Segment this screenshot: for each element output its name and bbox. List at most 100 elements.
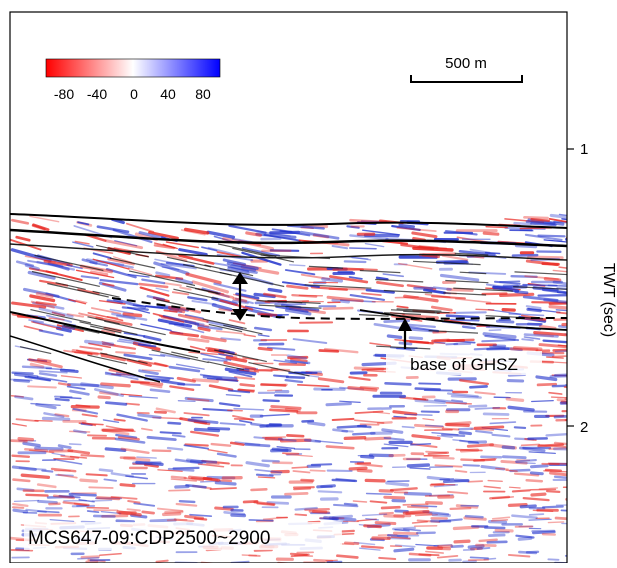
seismic-wiggle <box>400 225 414 227</box>
seismic-wiggle <box>263 461 279 462</box>
seismic-wiggle <box>92 500 111 501</box>
seismic-wiggle <box>426 425 443 426</box>
seismic-wiggle <box>481 457 501 458</box>
seismic-wiggle <box>72 407 98 408</box>
seismic-wiggle <box>525 335 558 337</box>
seismic-wiggle <box>555 416 566 417</box>
seismic-wiggle <box>286 409 299 410</box>
seismic-wiggle <box>36 448 62 449</box>
seismic-wiggle <box>212 444 230 446</box>
seismic-wiggle <box>132 382 150 383</box>
colorbar-tick-label: 40 <box>160 86 176 102</box>
seismic-wiggle <box>39 501 57 502</box>
seismic-wiggle <box>333 419 354 420</box>
seismic-wiggle <box>447 340 473 341</box>
seismic-wiggle <box>456 471 467 472</box>
seismic-wiggle <box>478 548 490 549</box>
seismic-wiggle <box>358 470 371 471</box>
seismic-wiggle <box>456 450 482 451</box>
seismic-wiggle <box>492 520 508 521</box>
seismic-wiggle <box>480 540 497 541</box>
seismic-wiggle <box>446 403 471 404</box>
seismic-wiggle <box>309 423 324 425</box>
seismic-wiggle <box>470 386 486 387</box>
seismic-wiggle <box>519 538 530 539</box>
seismic-wiggle <box>269 290 281 292</box>
seismic-wiggle <box>345 438 364 439</box>
seismic-wiggle <box>544 471 567 472</box>
seismic-wiggle <box>88 511 99 512</box>
seismic-wiggle <box>155 412 165 413</box>
seismic-wiggle <box>257 504 273 506</box>
seismic-wiggle <box>529 257 562 258</box>
seismic-wiggle <box>565 334 598 338</box>
seismic-wiggle <box>403 427 414 428</box>
seismic-wiggle <box>115 420 125 421</box>
seismic-wiggle <box>463 561 475 562</box>
axis-label: TWT (sec) <box>600 263 617 337</box>
seismic-wiggle <box>562 510 583 511</box>
seismic-wiggle <box>194 380 218 382</box>
seismic-wiggle <box>434 458 454 459</box>
seismic-wiggle <box>483 294 507 295</box>
seismic-wiggle <box>405 414 432 415</box>
seismic-wiggle <box>567 239 583 240</box>
colorbar <box>46 59 220 77</box>
seismic-wiggle <box>439 546 452 547</box>
seismic-wiggle <box>81 480 97 481</box>
seismic-wiggle <box>414 399 426 400</box>
seismic-wiggle <box>207 464 219 465</box>
seismic-wiggle <box>12 550 33 551</box>
seismic-wiggle <box>294 488 310 489</box>
seismic-wiggle <box>396 297 419 298</box>
seismic-wiggle <box>216 483 235 484</box>
seismic-wiggle <box>431 484 443 485</box>
seismic-wiggle <box>531 473 542 474</box>
seismic-wiggle <box>548 522 563 523</box>
seismic-wiggle <box>490 522 506 523</box>
seismic-wiggle <box>264 400 279 401</box>
seismic-wiggle <box>211 488 237 489</box>
seismic-wiggle <box>490 497 509 498</box>
seismic-wiggle <box>469 481 483 482</box>
seismic-wiggle <box>290 265 305 266</box>
seismic-wiggle <box>532 401 554 402</box>
seismic-wiggle <box>23 367 51 368</box>
seismic-wiggle <box>283 453 299 454</box>
seismic-wiggle <box>556 518 571 519</box>
seismic-wiggle <box>528 324 540 325</box>
seismic-wiggle <box>15 501 39 502</box>
seismic-wiggle <box>543 507 563 508</box>
seismic-wiggle <box>550 307 571 309</box>
seismic-wiggle <box>447 316 478 318</box>
seismic-wiggle <box>532 466 548 467</box>
seismic-wiggle <box>88 435 106 436</box>
colorbar-tick-label: -40 <box>87 86 107 102</box>
seismic-wiggle <box>242 555 256 556</box>
seismic-wiggle <box>121 485 134 486</box>
seismic-wiggle <box>532 219 549 221</box>
seismic-wiggle <box>345 261 366 262</box>
seismic-wiggle <box>411 444 431 445</box>
seismic-wiggle <box>564 487 580 488</box>
seismic-wiggle <box>507 399 522 401</box>
seismic-wiggle <box>482 340 515 341</box>
seismic-wiggle <box>178 401 195 402</box>
seismic-wiggle <box>513 255 537 256</box>
seismic-wiggle <box>333 480 356 481</box>
seismic-wiggle <box>164 514 180 515</box>
seismic-wiggle <box>434 332 446 333</box>
seismic-wiggle <box>82 455 104 456</box>
seismic-wiggle <box>455 541 469 542</box>
seismic-wiggle <box>426 452 446 453</box>
seismic-wiggle <box>153 451 171 452</box>
seismic-wiggle <box>554 222 593 223</box>
seismic-wiggle <box>394 533 417 534</box>
seismic-wiggle <box>26 495 47 496</box>
seismic-wiggle <box>28 386 56 387</box>
seismic-wiggle <box>521 506 535 507</box>
seismic-wiggle <box>522 445 539 446</box>
seismic-wiggle <box>451 320 479 321</box>
seismic-wiggle <box>199 328 209 330</box>
